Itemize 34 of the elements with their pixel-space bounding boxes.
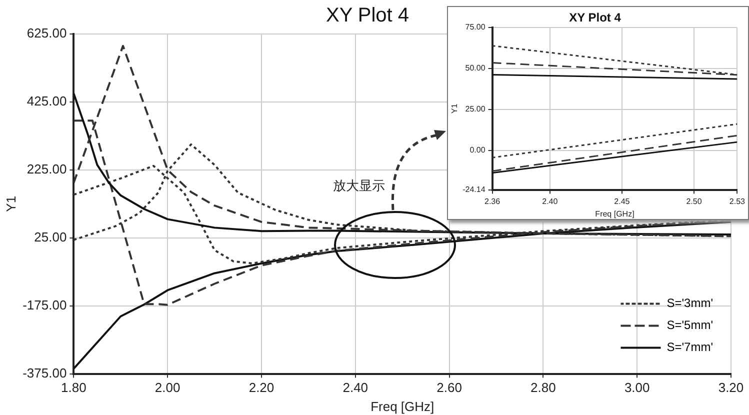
x-tick-label: 2.50 [686,196,702,206]
x-tick-label: 2.80 [530,380,556,396]
x-axis-title: Freq [GHz] [370,398,434,414]
y-tick-label: 75.00 [465,22,486,32]
x-tick-label: 2.40 [342,380,368,396]
y-tick-label: -375.00 [22,365,67,380]
x-tick-label: 1.80 [61,380,86,396]
y-tick-label: 0.00 [470,145,486,154]
y-axis-title: Y1 [450,103,460,114]
x-tick-label: 2.40 [542,196,558,206]
x-tick-label: 2.20 [248,380,274,396]
y-tick-label: 25.00 [34,229,67,244]
y-tick-label: 50.00 [465,64,486,73]
y-tick-label: 25.00 [465,104,486,114]
chart-title: XY Plot 4 [326,4,410,27]
x-tick-label: 2.00 [154,380,180,396]
y-axis-title: Y1 [3,196,18,212]
annotation: 放大显示 [333,178,385,193]
legend-label: S='5mm' [666,318,714,332]
x-tick-label: 3.20 [718,380,744,396]
x-tick-label: 2.45 [614,196,630,206]
x-tick-label: 3.00 [624,380,650,396]
y-tick-label: 625.00 [26,26,67,41]
legend-label: S='3mm' [666,296,714,310]
y-tick-label: -175.00 [22,297,67,312]
legend-label: S='7mm' [666,340,714,354]
x-tick-label: 2.60 [436,380,462,396]
y-tick-label: -24.14 [462,185,486,194]
chart-title: XY Plot 4 [569,10,622,25]
x-tick-label: 2.36 [484,196,501,206]
x-axis-title: Freq [GHz] [595,209,634,218]
y-tick-label: 425.00 [26,94,67,109]
x-tick-label: 2.53 [729,196,746,206]
y-tick-label: 225.00 [26,162,67,176]
